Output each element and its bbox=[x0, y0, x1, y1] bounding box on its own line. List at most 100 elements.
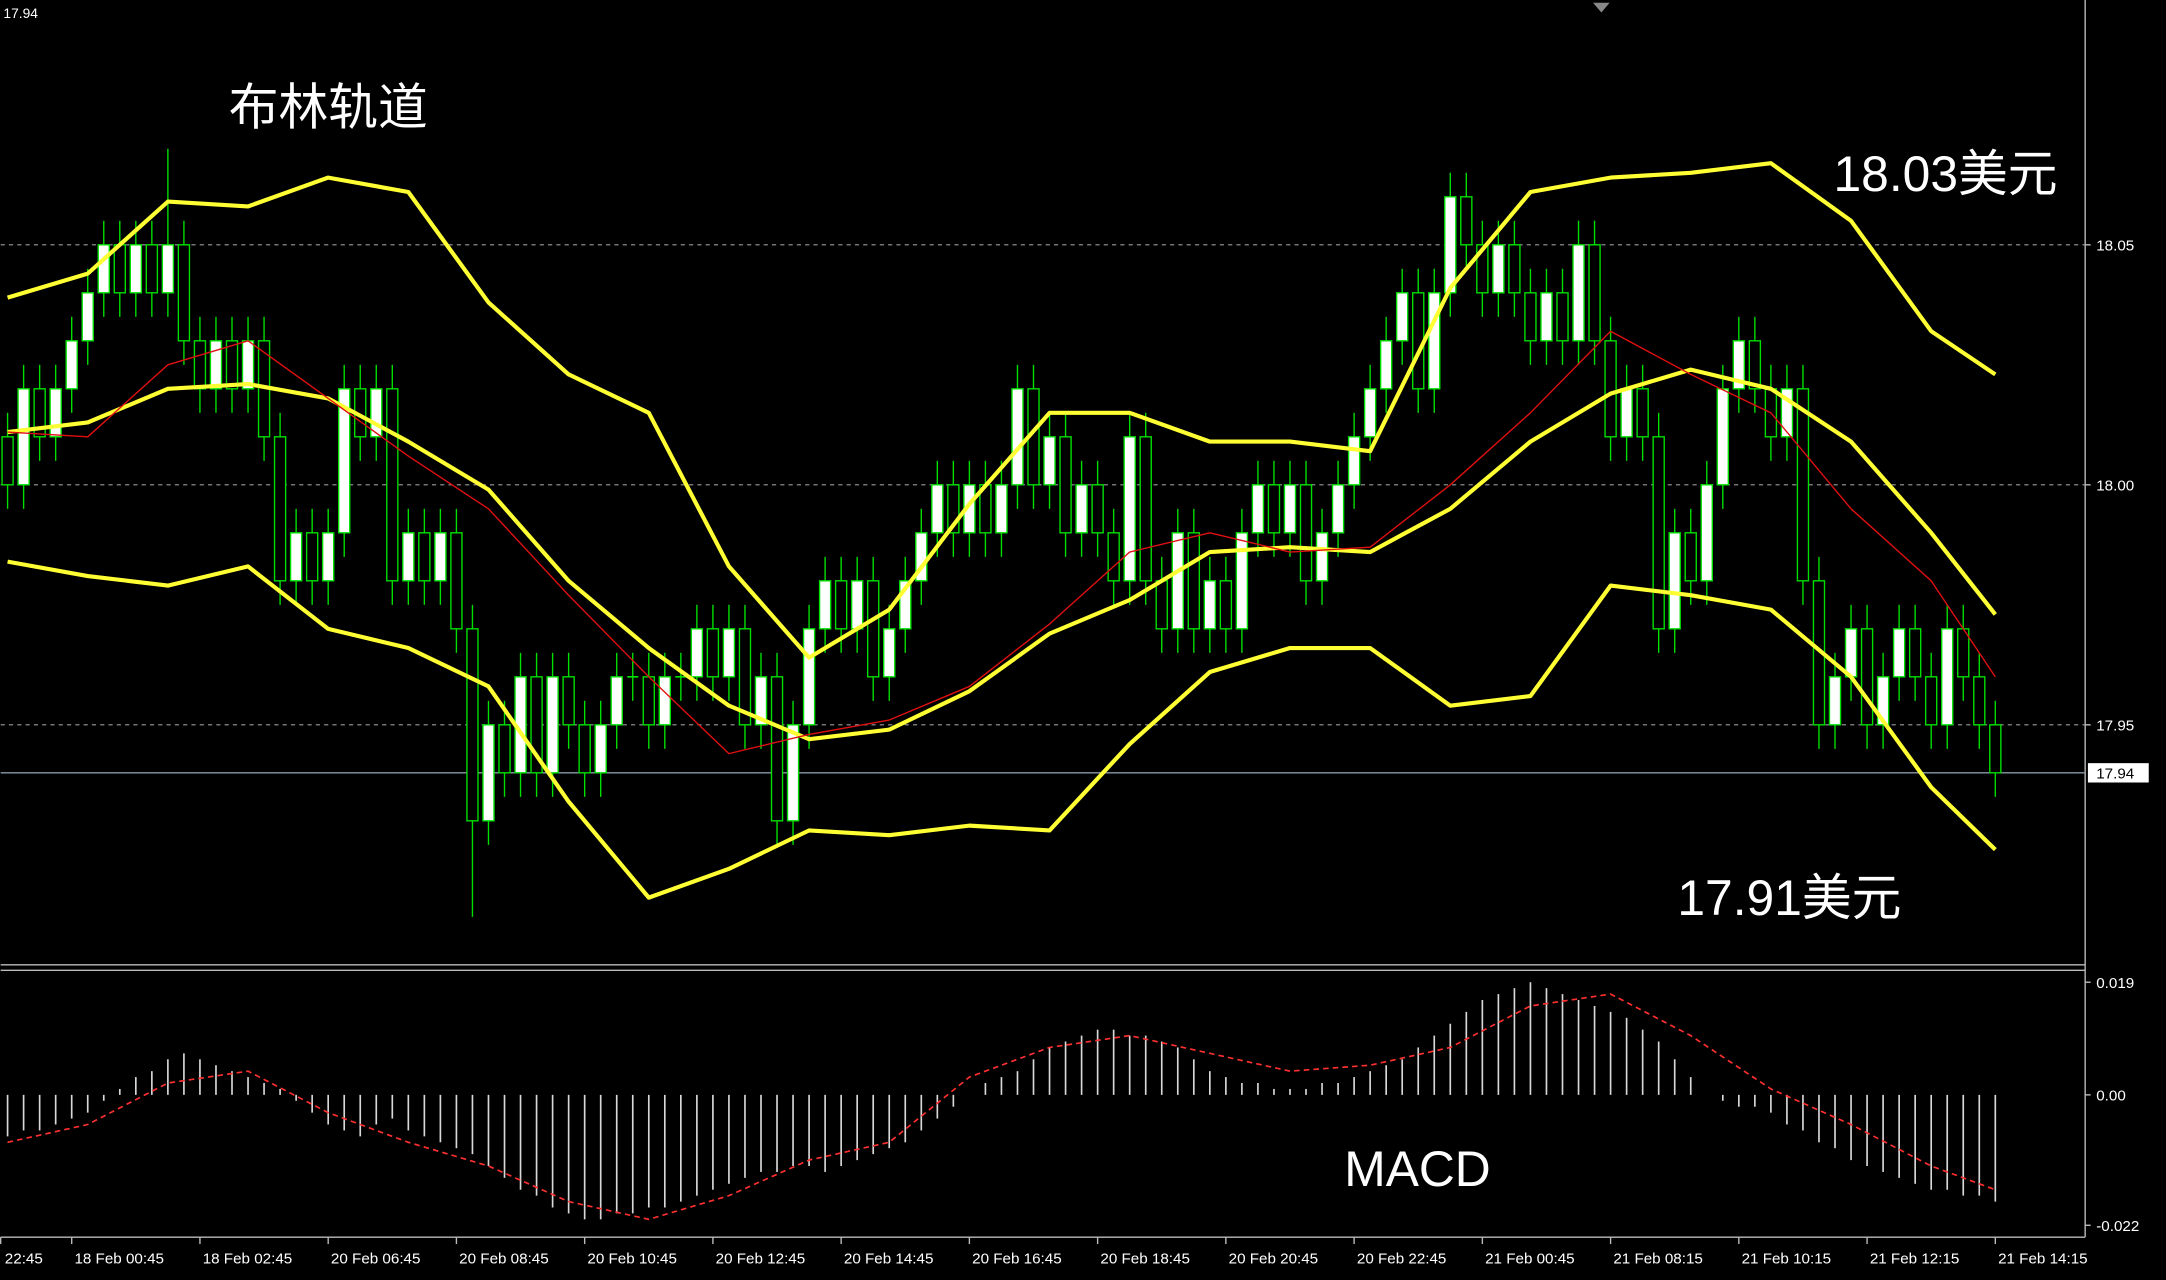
candle-body bbox=[1508, 244, 1521, 294]
candle-body bbox=[802, 628, 816, 726]
candle-body bbox=[1492, 244, 1505, 294]
annotation: 18.03美元 bbox=[1834, 146, 2058, 202]
macd-panel: 0.019 0.00 -0.022 bbox=[6, 975, 2139, 1235]
candle-body bbox=[770, 676, 784, 822]
candle-body bbox=[1075, 484, 1088, 534]
overlay-line bbox=[7, 367, 1997, 742]
x-tick-label: 18 Feb 00:45 bbox=[74, 1250, 164, 1267]
candle-body bbox=[818, 580, 832, 630]
current-price-box bbox=[2087, 763, 2149, 783]
overlay-line bbox=[7, 559, 1997, 900]
candle-body bbox=[1460, 196, 1473, 246]
candle-body bbox=[1748, 340, 1762, 390]
candle-body bbox=[1139, 436, 1152, 582]
candle-body bbox=[129, 244, 143, 294]
candle-body bbox=[754, 676, 768, 726]
x-tick-label: 22:45 bbox=[5, 1250, 43, 1267]
x-tick-label: 20 Feb 08:45 bbox=[459, 1250, 549, 1267]
candle-body bbox=[1957, 628, 1970, 678]
candle-body bbox=[402, 532, 415, 582]
candle-body bbox=[1524, 292, 1537, 342]
candle-body bbox=[1732, 340, 1746, 390]
candle-body bbox=[1652, 436, 1665, 630]
candle-body bbox=[17, 388, 30, 486]
candle-body bbox=[690, 628, 704, 678]
candle-body bbox=[1636, 388, 1649, 438]
macd-y-tick-label: -0.022 bbox=[2096, 1218, 2139, 1235]
candle-body bbox=[594, 724, 607, 774]
y-tick-label: 17.95 bbox=[2096, 717, 2134, 734]
shift-marker bbox=[1593, 2, 1610, 13]
candle-body bbox=[1, 436, 14, 486]
candle-body bbox=[1187, 532, 1201, 630]
macd-label: MACD bbox=[1344, 1141, 1490, 1197]
candle-body bbox=[1011, 388, 1024, 486]
candle-body bbox=[1684, 532, 1697, 582]
candle-body bbox=[1540, 292, 1553, 342]
candle-body bbox=[1091, 484, 1104, 534]
candle-body bbox=[337, 388, 351, 534]
candle-body bbox=[866, 580, 880, 678]
overlays bbox=[6, 161, 1997, 900]
candle-body bbox=[1219, 580, 1233, 630]
candle-body bbox=[97, 244, 110, 294]
candle-body bbox=[1780, 388, 1794, 438]
macd-y-tick-label: 0.019 bbox=[2096, 975, 2134, 992]
y-tick-label: 18.00 bbox=[2096, 477, 2134, 494]
candle-body bbox=[883, 628, 896, 678]
top-left-price: 17.94 bbox=[3, 5, 38, 21]
overlay-line bbox=[6, 161, 1997, 660]
candle-body bbox=[33, 388, 46, 438]
candle-body bbox=[1331, 484, 1345, 534]
candle-body bbox=[145, 244, 159, 294]
x-tick-label: 20 Feb 10:45 bbox=[587, 1250, 677, 1267]
current-price-label: 17.94 bbox=[2096, 765, 2134, 782]
candle-body bbox=[1796, 388, 1810, 582]
candle-body bbox=[1860, 628, 1874, 726]
candle-body bbox=[65, 340, 78, 390]
candle-body bbox=[1123, 436, 1136, 582]
candle-body bbox=[706, 628, 720, 678]
candle-body bbox=[1588, 244, 1601, 342]
candle-body bbox=[1395, 292, 1409, 342]
candle-body bbox=[482, 724, 495, 822]
overlay-line bbox=[7, 330, 1996, 755]
candle-body bbox=[1700, 484, 1713, 582]
candle-body bbox=[1283, 484, 1297, 534]
candle-body bbox=[1043, 436, 1056, 486]
candle-body bbox=[209, 340, 223, 390]
candle-body bbox=[113, 244, 127, 294]
x-tick-label: 21 Feb 08:15 bbox=[1613, 1250, 1703, 1267]
candle-body bbox=[434, 532, 447, 582]
candle-body bbox=[498, 724, 511, 774]
candle-body bbox=[1379, 340, 1393, 390]
candle-body bbox=[81, 292, 94, 342]
x-tick-label: 20 Feb 12:45 bbox=[716, 1250, 806, 1267]
candle-body bbox=[305, 532, 319, 582]
annotation: 17.91美元 bbox=[1677, 870, 1901, 926]
candle-body bbox=[1059, 436, 1072, 534]
candle-body bbox=[386, 388, 399, 582]
candle-body bbox=[658, 676, 672, 726]
grid bbox=[0, 244, 2086, 774]
x-tick-label: 21 Feb 14:15 bbox=[1998, 1250, 2088, 1267]
candle-body bbox=[1107, 532, 1120, 582]
candle-body bbox=[1267, 484, 1281, 534]
candle-body bbox=[1828, 676, 1842, 726]
candle-body bbox=[225, 340, 239, 390]
candle-body bbox=[1476, 244, 1489, 294]
candle-body bbox=[834, 580, 848, 630]
y-tick-label: 18.05 bbox=[2096, 237, 2134, 254]
candle-body bbox=[49, 388, 62, 438]
macd-y-tick-label: 0.00 bbox=[2096, 1087, 2126, 1104]
candle-body bbox=[1973, 676, 1986, 726]
candle-body bbox=[1941, 628, 1954, 726]
candle-body bbox=[1315, 532, 1329, 582]
candle-body bbox=[738, 628, 752, 726]
x-tick-label: 20 Feb 20:45 bbox=[1229, 1250, 1319, 1267]
labels: 17.94 布林轨道 18.03美元 17.91美元 MACD 22:45 18 … bbox=[0, 5, 2149, 1267]
candle-body bbox=[1892, 628, 1906, 678]
candle-body bbox=[995, 484, 1008, 534]
candle-body bbox=[1203, 580, 1217, 630]
